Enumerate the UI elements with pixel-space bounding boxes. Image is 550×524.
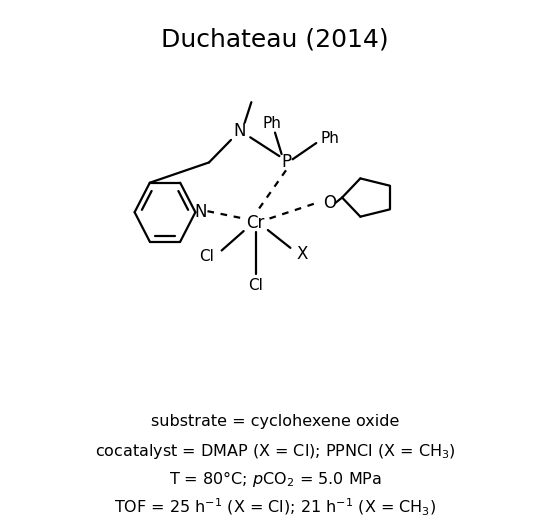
Text: O: O <box>323 194 337 212</box>
Text: cocatalyst = DMAP (X = Cl); PPNCl (X = CH$_3$): cocatalyst = DMAP (X = Cl); PPNCl (X = C… <box>95 442 455 461</box>
Text: N: N <box>233 122 245 140</box>
Text: Ph: Ph <box>263 116 282 130</box>
Text: Cl: Cl <box>248 278 263 293</box>
Text: X: X <box>297 245 308 263</box>
Text: Cr: Cr <box>246 214 265 232</box>
Text: N: N <box>195 203 207 221</box>
Text: substrate = cyclohexene oxide: substrate = cyclohexene oxide <box>151 414 399 429</box>
Text: Duchateau (2014): Duchateau (2014) <box>161 27 389 51</box>
Text: T = 80°C; $p$CO$_2$ = 5.0 MPa: T = 80°C; $p$CO$_2$ = 5.0 MPa <box>168 470 382 489</box>
Text: Cl: Cl <box>199 249 214 264</box>
Text: Ph: Ph <box>321 132 339 146</box>
Text: TOF = 25 h$^{-1}$ (X = Cl); 21 h$^{-1}$ (X = CH$_3$): TOF = 25 h$^{-1}$ (X = Cl); 21 h$^{-1}$ … <box>114 497 436 518</box>
Text: P: P <box>281 154 291 171</box>
